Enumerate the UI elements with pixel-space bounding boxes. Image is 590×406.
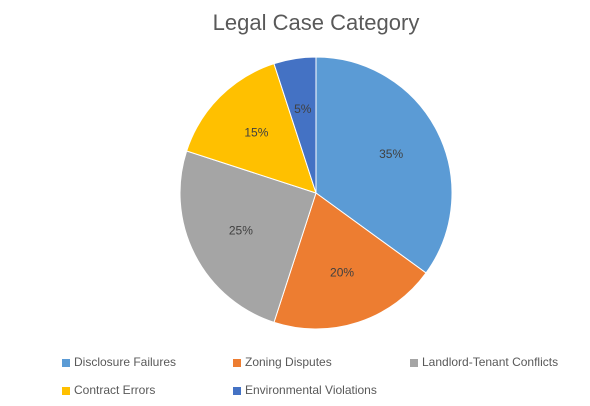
legend-swatch [233, 387, 241, 395]
legend-swatch [233, 359, 241, 367]
data-label: 25% [229, 223, 253, 237]
pie-slice [273, 192, 427, 330]
pie-slice [179, 150, 317, 323]
chart-title: Legal Case Category [213, 10, 420, 35]
legend-label: Zoning Disputes [245, 355, 332, 369]
data-label: 35% [379, 147, 403, 161]
legend-swatch [62, 387, 70, 395]
legend-label: Contract Errors [74, 383, 155, 397]
pie-slice [273, 56, 317, 194]
legend-swatch [62, 359, 70, 367]
data-label: 20% [330, 265, 354, 279]
pie-slice [186, 63, 317, 194]
data-label: 15% [244, 126, 268, 140]
legend-label: Landlord-Tenant Conflicts [422, 355, 558, 369]
pie-slice [315, 56, 453, 274]
legend-label: Disclosure Failures [74, 355, 176, 369]
data-label: 5% [294, 102, 312, 116]
legend-label: Environmental Violations [245, 383, 377, 397]
legend-swatch [410, 359, 418, 367]
